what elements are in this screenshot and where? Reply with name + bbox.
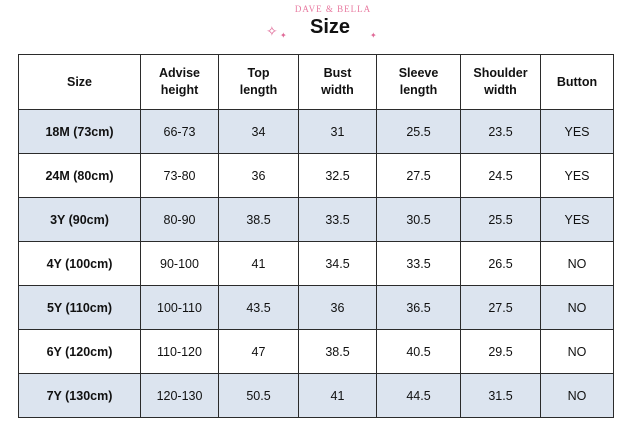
- page-title: Size: [309, 16, 351, 38]
- sparkle-icon: ✦: [370, 31, 377, 40]
- size-cell: 18M (73cm): [18, 109, 141, 154]
- column-header-button: Button: [540, 54, 614, 110]
- table-header-row: Size Advise height Top length Bust width Sl…: [18, 54, 614, 110]
- advise-height-cell: 73-80: [140, 153, 219, 198]
- top-length-cell: 38.5: [218, 197, 299, 242]
- top-length-cell: 43.5: [218, 285, 299, 330]
- sleeve-length-cell: 36.5: [376, 285, 461, 330]
- top-length-cell: 36: [218, 153, 299, 198]
- button-cell: NO: [540, 373, 614, 418]
- top-length-cell: 50.5: [218, 373, 299, 418]
- top-length-cell: 47: [218, 329, 299, 374]
- shoulder-width-cell: 24.5: [460, 153, 541, 198]
- button-cell: YES: [540, 109, 614, 154]
- button-cell: YES: [540, 197, 614, 242]
- table-row: 3Y (90cm) 80-90 38.5 33.5 30.5 25.5 YES: [18, 197, 614, 242]
- sparkle-icon: ✧: [266, 23, 278, 39]
- column-header-sleeve-length: Sleeve length: [376, 54, 461, 110]
- shoulder-width-cell: 31.5: [460, 373, 541, 418]
- size-cell: 6Y (120cm): [18, 329, 141, 374]
- size-cell: 7Y (130cm): [18, 373, 141, 418]
- button-cell: YES: [540, 153, 614, 198]
- bust-width-cell: 38.5: [298, 329, 377, 374]
- shoulder-width-cell: 23.5: [460, 109, 541, 154]
- table-row: 7Y (130cm) 120-130 50.5 41 44.5 31.5 NO: [18, 373, 614, 418]
- button-cell: NO: [540, 285, 614, 330]
- sleeve-length-cell: 30.5: [376, 197, 461, 242]
- column-header-size: Size: [18, 54, 141, 110]
- shoulder-width-cell: 25.5: [460, 197, 541, 242]
- sleeve-length-cell: 25.5: [376, 109, 461, 154]
- bust-width-cell: 33.5: [298, 197, 377, 242]
- sleeve-length-cell: 33.5: [376, 241, 461, 286]
- size-cell: 4Y (100cm): [18, 241, 141, 286]
- advise-height-cell: 80-90: [140, 197, 219, 242]
- size-cell: 3Y (90cm): [18, 197, 141, 242]
- sleeve-length-cell: 40.5: [376, 329, 461, 374]
- size-cell: 24M (80cm): [18, 153, 141, 198]
- bust-width-cell: 41: [298, 373, 377, 418]
- column-header-top-length: Top length: [218, 54, 299, 110]
- advise-height-cell: 66-73: [140, 109, 219, 154]
- bust-width-cell: 31: [298, 109, 377, 154]
- sparkle-icon: ✦: [280, 31, 287, 40]
- shoulder-width-cell: 26.5: [460, 241, 541, 286]
- advise-height-cell: 90-100: [140, 241, 219, 286]
- table-row: 24M (80cm) 73-80 36 32.5 27.5 24.5 YES: [18, 153, 614, 198]
- bust-width-cell: 34.5: [298, 241, 377, 286]
- bust-width-cell: 36: [298, 285, 377, 330]
- advise-height-cell: 120-130: [140, 373, 219, 418]
- table-row: 18M (73cm) 66-73 34 31 25.5 23.5 YES: [18, 109, 614, 154]
- column-header-bust-width: Bust width: [298, 54, 377, 110]
- size-chart-table: Size Advise height Top length Bust width Sl…: [18, 54, 614, 418]
- advise-height-cell: 110-120: [140, 329, 219, 374]
- brand-logo-text: DAVE & BELLA: [294, 4, 372, 14]
- shoulder-width-cell: 27.5: [460, 285, 541, 330]
- column-header-shoulder-width: Shoulder width: [460, 54, 541, 110]
- top-length-cell: 41: [218, 241, 299, 286]
- advise-height-cell: 100-110: [140, 285, 219, 330]
- table-row: 6Y (120cm) 110-120 47 38.5 40.5 29.5 NO: [18, 329, 614, 374]
- table-row: 4Y (100cm) 90-100 41 34.5 33.5 26.5 NO: [18, 241, 614, 286]
- button-cell: NO: [540, 241, 614, 286]
- size-cell: 5Y (110cm): [18, 285, 141, 330]
- column-header-advise-height: Advise height: [140, 54, 219, 110]
- bust-width-cell: 32.5: [298, 153, 377, 198]
- sleeve-length-cell: 44.5: [376, 373, 461, 418]
- sleeve-length-cell: 27.5: [376, 153, 461, 198]
- header: DAVE & BELLA ✧ ✦ Size ✦: [0, 0, 640, 52]
- shoulder-width-cell: 29.5: [460, 329, 541, 374]
- top-length-cell: 34: [218, 109, 299, 154]
- button-cell: NO: [540, 329, 614, 374]
- table-row: 5Y (110cm) 100-110 43.5 36 36.5 27.5 NO: [18, 285, 614, 330]
